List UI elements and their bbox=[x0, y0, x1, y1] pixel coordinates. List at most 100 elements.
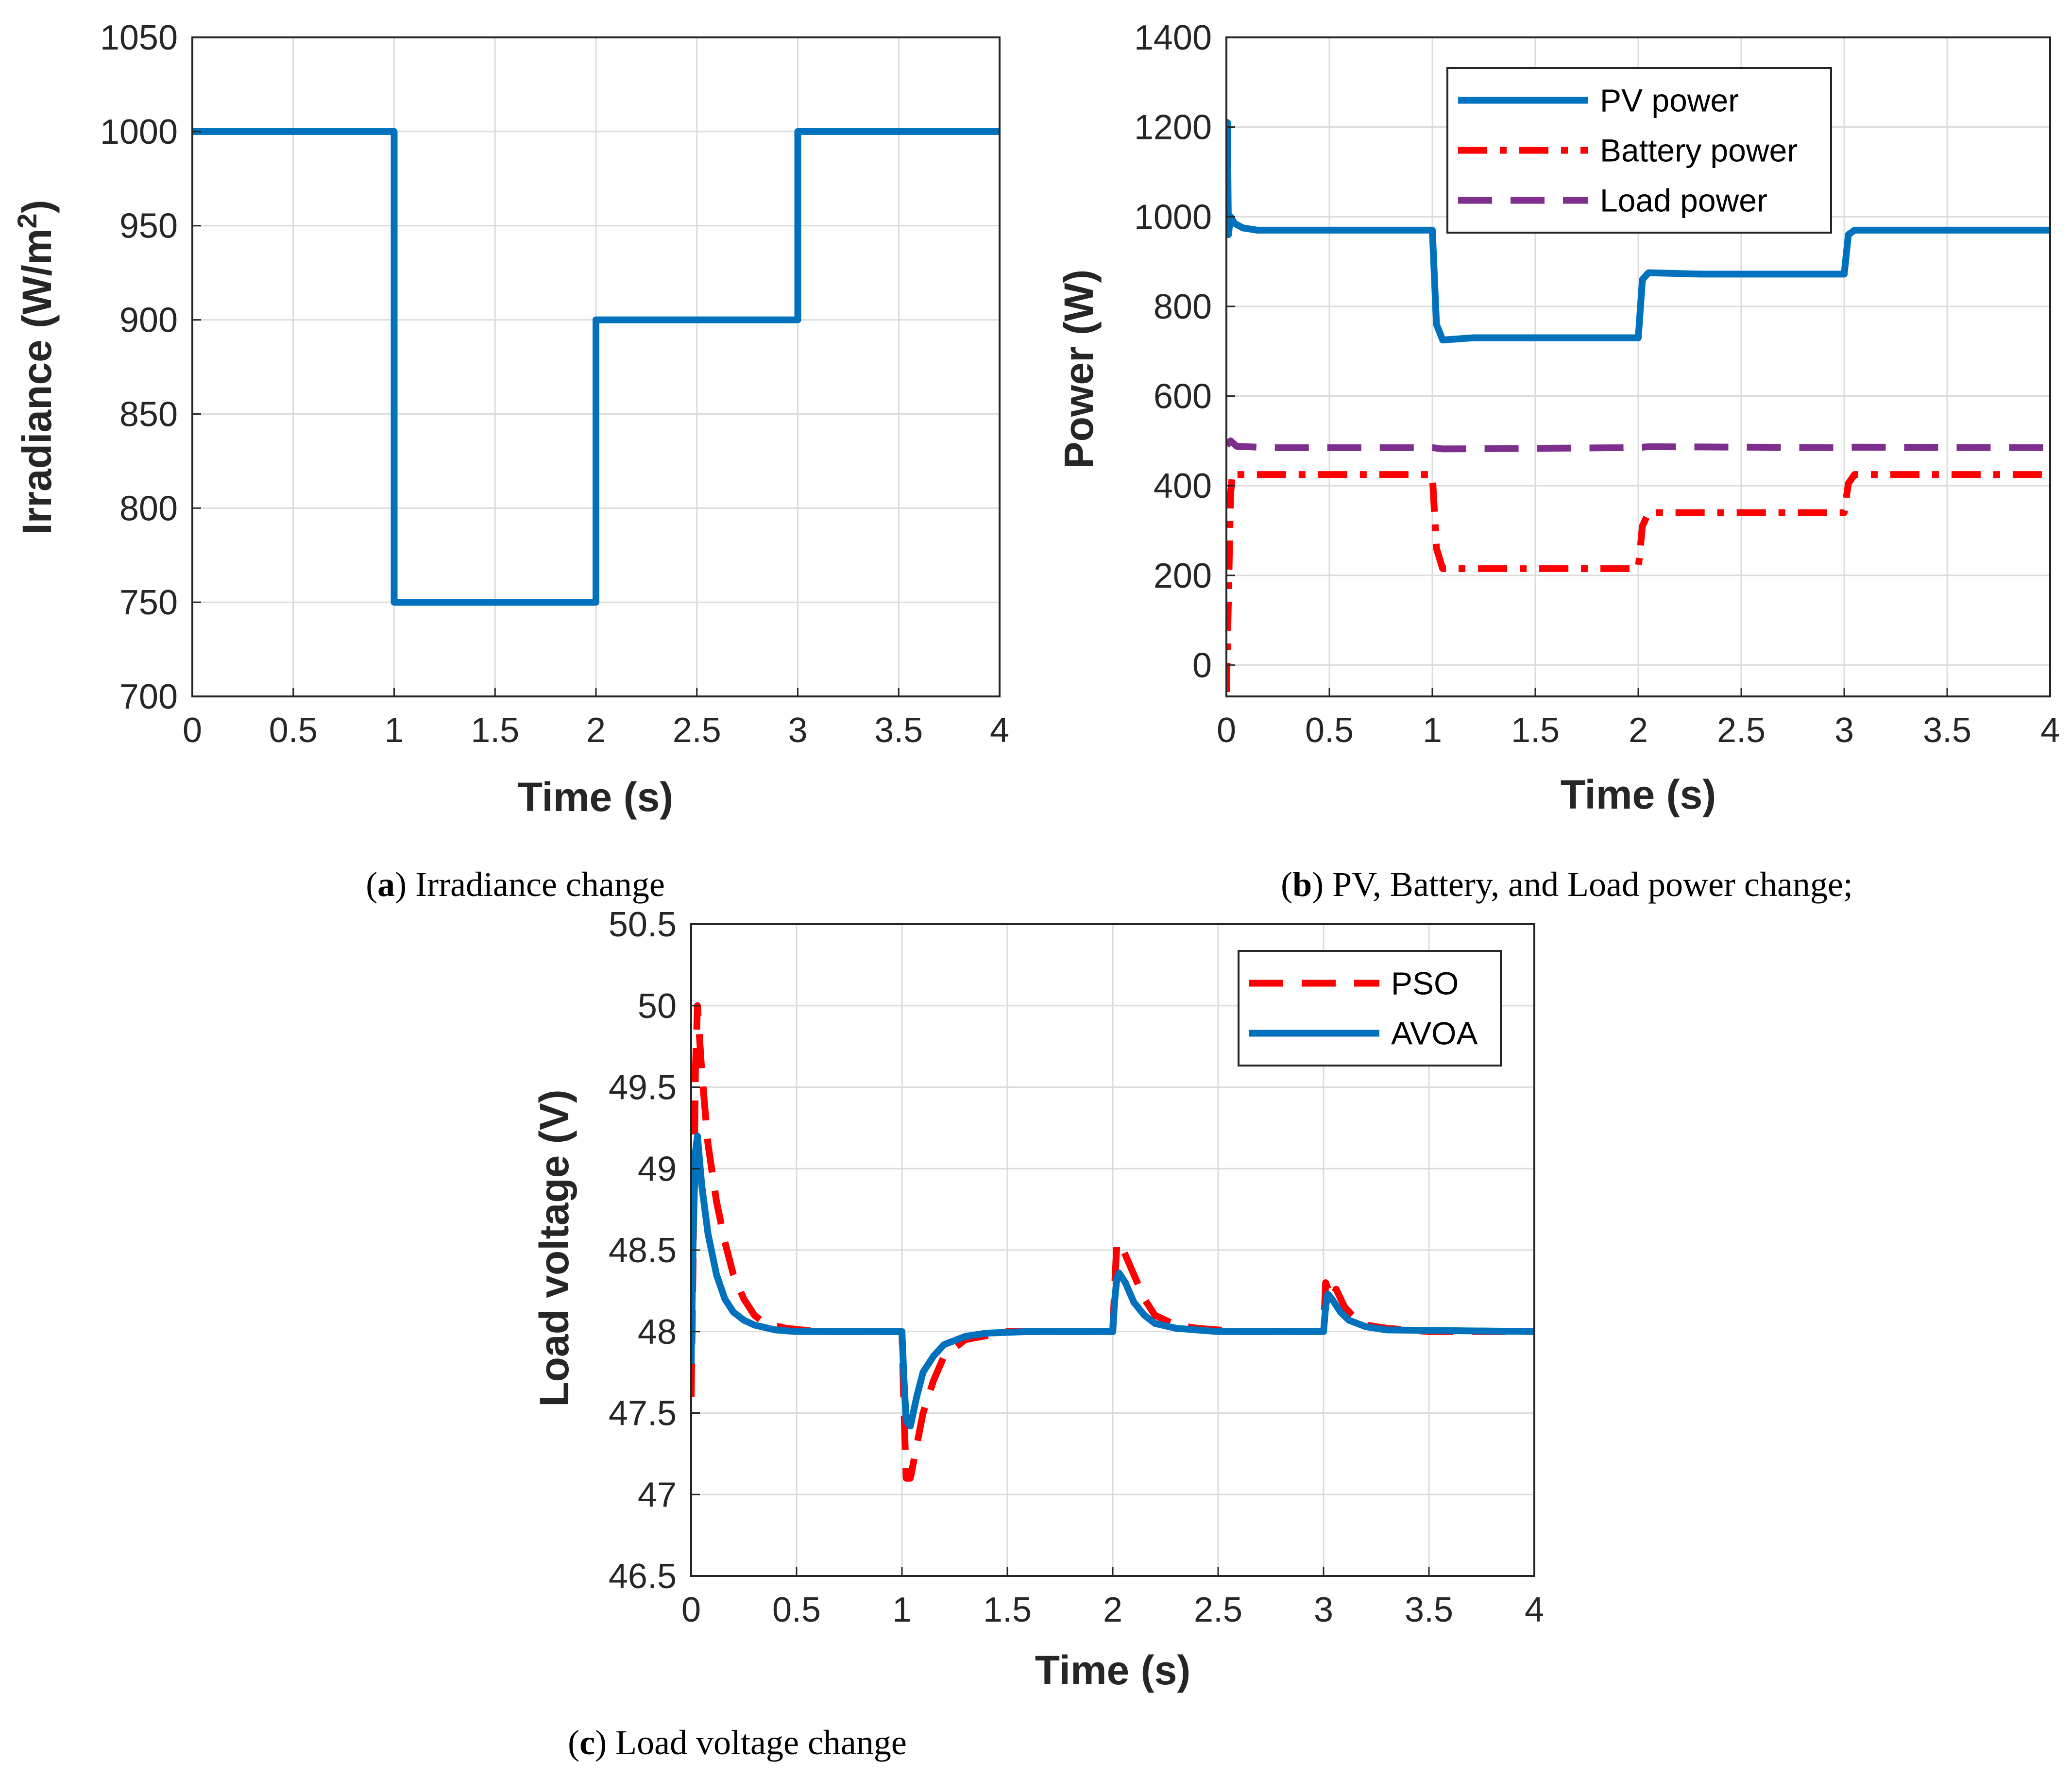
panel-c-y-tick-label: 50 bbox=[638, 987, 677, 1026]
panel-a-x-tick-label: 0 bbox=[183, 711, 202, 750]
panel-c-x-tick-label: 2 bbox=[1103, 1591, 1122, 1629]
panel-c-caption-text: Load voltage change bbox=[607, 1723, 907, 1762]
panel-b-legend-label: Load power bbox=[1600, 183, 1767, 219]
panel-b-x-tick-label: 2.5 bbox=[1717, 711, 1766, 750]
panel-b-series bbox=[1226, 119, 2050, 692]
panel-b-y-tick-label: 400 bbox=[1154, 467, 1212, 506]
panel-b-y-tick-label: 1200 bbox=[1134, 108, 1212, 147]
panel-b-legend-label: PV power bbox=[1600, 83, 1739, 119]
panel-a-caption-close: ) bbox=[395, 865, 407, 904]
panel-c-x-tick-label: 3.5 bbox=[1405, 1591, 1453, 1629]
panel-b-x-tick-label: 3 bbox=[1834, 711, 1854, 750]
panel-a-x-axis-label: Time (s) bbox=[518, 774, 674, 820]
panel-b-y-tick-label: 200 bbox=[1154, 557, 1212, 595]
panel-c-y-tick-label: 47.5 bbox=[609, 1394, 677, 1433]
panel-c-y-axis-label: Load voltage (V) bbox=[531, 1089, 577, 1406]
panel-a-caption-letter: a bbox=[377, 865, 395, 904]
panel-a-y-ticks: 700 750 800 850 900 950 1000 1050 bbox=[100, 18, 201, 716]
panel-a-y-tick-label: 1050 bbox=[100, 18, 178, 57]
panel-c-y-tick-label: 49.5 bbox=[609, 1068, 677, 1107]
panel-a-x-tick-label: 1 bbox=[384, 711, 404, 750]
panel-a-x-tick-label: 0.5 bbox=[269, 711, 318, 750]
panel-b-caption-text: PV, Battery, and Load power change; bbox=[1324, 865, 1853, 904]
panel-b-legend-box bbox=[1446, 67, 1832, 234]
panel-a-x-tick-label: 3 bbox=[788, 711, 807, 750]
panel-c-caption-close: ) bbox=[595, 1723, 607, 1762]
panel-b-series-pv-power bbox=[1226, 119, 2050, 344]
panel-a-x-tick-label: 1.5 bbox=[471, 711, 519, 750]
panel-c-series bbox=[691, 1002, 1534, 1482]
panel-b-caption-open: ( bbox=[1281, 865, 1292, 904]
panel-b-x-tick-label: 0 bbox=[1217, 711, 1236, 750]
panel-c-x-ticks: 0 0.5 1 1.5 2 2.5 3 3.5 4 bbox=[681, 1567, 1544, 1629]
panel-c-legend-box bbox=[1238, 950, 1502, 1067]
panel-b-y-tick-label: 800 bbox=[1154, 288, 1212, 326]
panel-b-x-tick-label: 2 bbox=[1629, 711, 1648, 750]
panel-b-x-axis-label: Time (s) bbox=[1561, 772, 1716, 817]
panel-a-y-axis-label-tail: ) bbox=[14, 200, 60, 213]
panel-a-series bbox=[192, 128, 1000, 606]
panel-a-caption-open: ( bbox=[366, 865, 377, 904]
panel-a-y-tick-label: 900 bbox=[119, 301, 178, 340]
panel-b-y-tick-label: 1000 bbox=[1134, 198, 1212, 237]
panel-b-series-load-power bbox=[1226, 437, 2050, 453]
panel-a-x-tick-label: 3.5 bbox=[874, 711, 923, 750]
panel-a-y-tick-label: 950 bbox=[119, 207, 178, 246]
panel-a-y-axis-label: Irradiance (W/m2) bbox=[12, 200, 60, 534]
panel-a-x-tick-label: 4 bbox=[990, 711, 1009, 750]
panel-c-x-tick-label: 3 bbox=[1314, 1591, 1333, 1629]
panel-a-y-axis-label-main: Irradiance (W/m bbox=[14, 228, 60, 534]
panel-b-legend-label: Battery power bbox=[1600, 133, 1798, 169]
panel-a-caption-text: Irradiance change bbox=[407, 865, 665, 904]
panel-c-y-tick-label: 48 bbox=[638, 1313, 677, 1352]
panel-b-x-tick-label: 0.5 bbox=[1305, 711, 1354, 750]
panel-c-x-tick-label: 0 bbox=[681, 1591, 701, 1629]
panel-c-caption-letter: c bbox=[579, 1723, 595, 1762]
panel-c-legend-label: PSO bbox=[1391, 965, 1459, 1001]
panel-c-y-ticks: 46.5 47 47.5 48 48.5 49 49.5 50 50.5 bbox=[609, 905, 700, 1596]
panel-c-y-tick-label: 48.5 bbox=[609, 1231, 677, 1270]
panel-a-x-ticks: 0 0.5 1 1.5 2 2.5 3 3.5 4 bbox=[183, 688, 1009, 750]
panel-c-y-tick-label: 46.5 bbox=[609, 1557, 677, 1596]
panel-a-y-axis-label-sup: 2 bbox=[12, 213, 42, 228]
panel-c-legend: PSO AVOA bbox=[1238, 950, 1502, 1067]
panel-a-y-tick-label: 1000 bbox=[100, 113, 178, 152]
panel-b-x-ticks: 0 0.5 1 1.5 2 2.5 3 3.5 4 bbox=[1217, 688, 2060, 750]
panel-c-x-tick-label: 0.5 bbox=[772, 1591, 821, 1629]
panel-a-caption: (a) Irradiance change bbox=[366, 865, 665, 904]
panel-a-x-tick-label: 2.5 bbox=[673, 711, 721, 750]
panel-b-x-tick-label: 4 bbox=[2040, 711, 2060, 750]
panel-b-series-battery-power bbox=[1226, 469, 2050, 692]
panel-a-y-tick-label: 800 bbox=[119, 489, 178, 528]
panel-c-y-tick-label: 47 bbox=[638, 1475, 677, 1514]
panel-c-caption: (c) Load voltage change bbox=[568, 1723, 907, 1762]
panel-c-legend-label: AVOA bbox=[1391, 1016, 1478, 1051]
panel-b-y-tick-label: 600 bbox=[1154, 377, 1212, 416]
panel-b-x-tick-label: 1 bbox=[1423, 711, 1442, 750]
panel-c-y-tick-label: 50.5 bbox=[609, 905, 677, 944]
panel-c-x-tick-label: 4 bbox=[1525, 1591, 1544, 1629]
panel-b-y-tick-label: 0 bbox=[1192, 646, 1212, 685]
panel-c-series-avoa bbox=[691, 1133, 1534, 1430]
panel-c-caption-open: ( bbox=[568, 1723, 579, 1762]
panel-a-series-irradiance bbox=[192, 128, 1000, 606]
panel-c-x-tick-label: 2.5 bbox=[1194, 1591, 1242, 1629]
panel-b-caption-letter: b bbox=[1292, 865, 1312, 904]
panel-b-x-tick-label: 3.5 bbox=[1923, 711, 1971, 750]
panel-a-x-tick-label: 2 bbox=[586, 711, 606, 750]
panel-c-load-voltage: 0 0.5 1 1.5 2 2.5 3 3.5 4 46.5 47 47.5 48 48.5 49 49.5… bbox=[531, 905, 1544, 1762]
panel-b-power: 0 0.5 1 1.5 2 2.5 3 3.5 4 0 200 400 600 800 1000 1200 1… bbox=[1056, 18, 2060, 904]
panel-b-x-tick-label: 1.5 bbox=[1511, 711, 1560, 750]
panel-a-y-tick-label: 700 bbox=[119, 677, 178, 716]
panel-b-caption: (b) PV, Battery, and Load power change; bbox=[1281, 865, 1853, 904]
panel-b-y-ticks: 0 200 400 600 800 1000 1200 1400 bbox=[1134, 18, 1235, 685]
panel-b-y-tick-label: 1400 bbox=[1134, 18, 1212, 57]
panel-b-caption-close: ) bbox=[1312, 865, 1324, 904]
panel-a-irradiance: 0 0.5 1 1.5 2 2.5 3 3.5 4 700 750 800 850 900 950 1000… bbox=[12, 18, 1009, 904]
panel-b-legend: PV power Battery power Load power bbox=[1446, 67, 1832, 234]
panel-c-x-tick-label: 1 bbox=[892, 1591, 912, 1629]
panel-a-y-tick-label: 850 bbox=[119, 395, 178, 434]
panel-c-y-tick-label: 49 bbox=[638, 1150, 677, 1188]
